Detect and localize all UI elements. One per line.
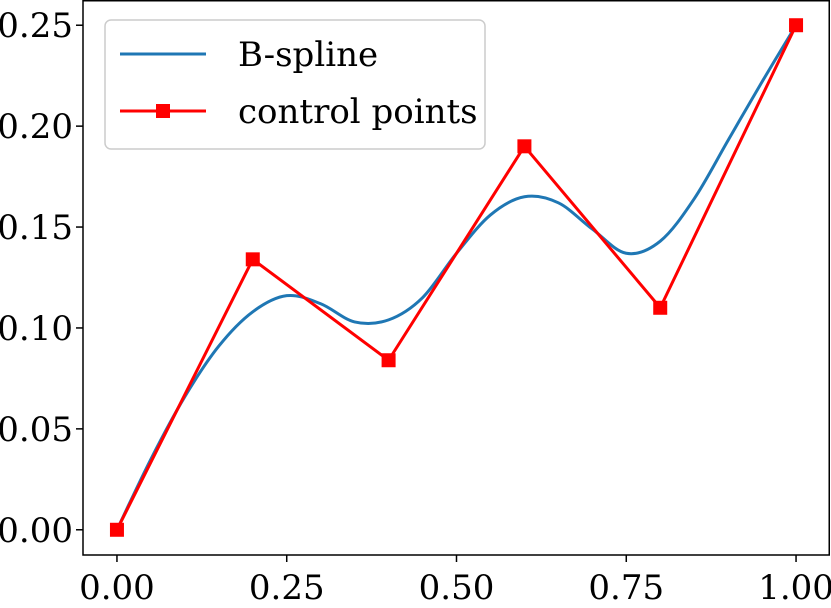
control-point-marker — [789, 18, 804, 33]
x-tick-label: 1.00 — [758, 568, 831, 608]
y-tick-label: 0.25 — [0, 6, 73, 46]
y-axis: 0.00 0.05 0.10 0.15 0.20 0.25 — [0, 6, 83, 551]
x-tick-label: 0.50 — [419, 568, 495, 608]
legend: B-spline control points — [104, 19, 486, 150]
legend-label-control-points: control points — [238, 92, 478, 132]
x-tick-label: 0.75 — [588, 568, 664, 608]
y-tick-label: 0.20 — [0, 107, 73, 147]
control-point-marker — [517, 139, 532, 154]
series-line-control-points — [115, 24, 798, 531]
control-point-marker — [381, 353, 396, 368]
control-point-marker — [653, 300, 668, 315]
y-tick-label: 0.00 — [0, 511, 73, 551]
x-axis: 0.00 0.25 0.50 0.75 1.00 — [79, 555, 831, 608]
control-point-marker — [245, 252, 260, 267]
x-tick-label: 0.25 — [249, 568, 325, 608]
legend-frame — [104, 19, 486, 150]
y-tick-label: 0.05 — [0, 410, 73, 450]
series-layer — [109, 18, 804, 537]
y-tick-label: 0.10 — [0, 309, 73, 349]
legend-marker-control-points — [156, 104, 170, 118]
control-point-marker — [109, 522, 124, 537]
x-tick-label: 0.00 — [79, 568, 155, 608]
legend-label-bspline: B-spline — [238, 35, 378, 75]
y-tick-label: 0.15 — [0, 208, 73, 248]
